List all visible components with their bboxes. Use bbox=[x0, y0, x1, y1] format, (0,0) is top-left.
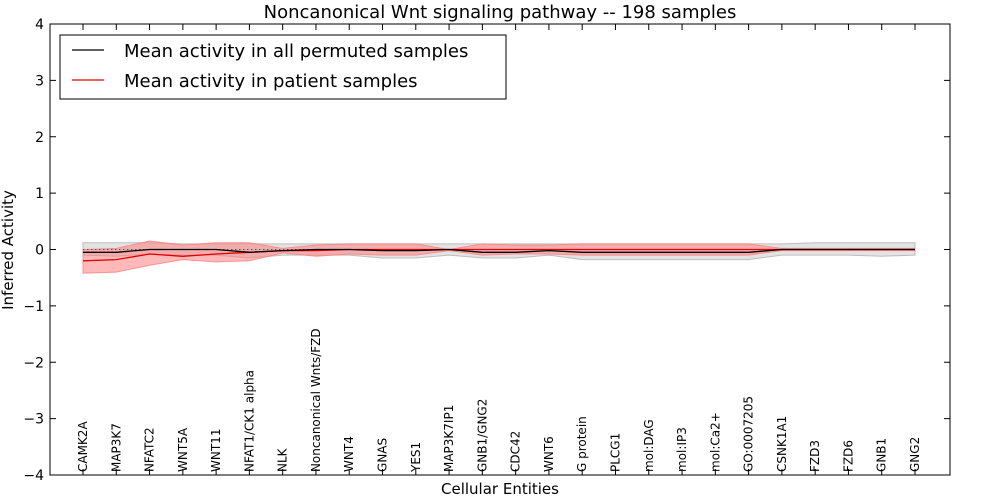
x-axis-label: Cellular Entities bbox=[441, 480, 559, 498]
y-tick-label: 3 bbox=[35, 73, 44, 89]
y-tick-label: 1 bbox=[35, 186, 44, 202]
x-category-label: PLCG1 bbox=[609, 433, 623, 472]
x-category-label: GNB1/GNG2 bbox=[475, 399, 489, 472]
x-category-label: GNAS bbox=[376, 438, 390, 472]
x-category-label: CSNK1A1 bbox=[775, 416, 789, 472]
y-tick-label: 2 bbox=[35, 130, 44, 146]
x-category-label: GNG2 bbox=[908, 437, 922, 472]
legend: Mean activity in all permuted samples Me… bbox=[59, 34, 507, 100]
x-category-label: MAP3K7IP1 bbox=[442, 405, 456, 472]
line-series-0 bbox=[83, 248, 915, 253]
x-category-label: NFAT1/CK1 alpha bbox=[242, 370, 256, 472]
x-category-label: WNT5A bbox=[176, 427, 190, 472]
x-category-label: FZD6 bbox=[841, 440, 855, 472]
x-category-label: GO:0007205 bbox=[742, 396, 756, 472]
legend-box bbox=[59, 34, 507, 100]
legend-label-patient: Mean activity in patient samples bbox=[124, 71, 418, 92]
x-axis-category-labels: CAMK2A MAP3K7 NFATC2 WNT5A WNT11 NFAT1/CK1 al… bbox=[76, 24, 922, 475]
x-category-label: mol:IP3 bbox=[675, 427, 689, 472]
y-tick-label: −3 bbox=[23, 412, 44, 428]
x-category-label: YES1 bbox=[409, 442, 423, 473]
x-category-label: mol:DAG bbox=[642, 419, 656, 472]
y-tick-label: 0 bbox=[35, 243, 44, 259]
x-category-label: MAP3K7 bbox=[109, 423, 123, 472]
x-category-label: CDC42 bbox=[509, 431, 523, 472]
x-category-label: Noncanonical Wnts/FZD bbox=[309, 328, 323, 472]
x-category-label: G protein bbox=[575, 416, 589, 472]
x-category-label: NFATC2 bbox=[143, 427, 157, 472]
x-category-label: WNT4 bbox=[342, 436, 356, 472]
x-category-label: mol:Ca2+ bbox=[708, 412, 722, 472]
x-category-label: GNB1 bbox=[875, 438, 889, 472]
chart-title: Noncanonical Wnt signaling pathway -- 19… bbox=[264, 2, 737, 23]
y-tick-label: −2 bbox=[23, 355, 44, 371]
x-category-label: WNT11 bbox=[209, 429, 223, 472]
legend-label-permuted: Mean activity in all permuted samples bbox=[124, 41, 468, 62]
y-tick-label: −1 bbox=[23, 299, 44, 315]
y-axis-ticks: 4 3 2 1 0 −1 −2 −3 −4 bbox=[23, 17, 950, 484]
series-lines bbox=[82, 248, 915, 262]
x-category-label: FZD3 bbox=[808, 440, 822, 472]
x-category-label: NLK bbox=[276, 447, 290, 472]
y-axis-label: Inferred Activity bbox=[0, 190, 17, 310]
y-tick-label: −4 bbox=[23, 468, 44, 484]
x-category-label: WNT6 bbox=[542, 436, 556, 472]
x-category-label: CAMK2A bbox=[76, 421, 90, 472]
y-tick-label: 4 bbox=[35, 17, 44, 33]
